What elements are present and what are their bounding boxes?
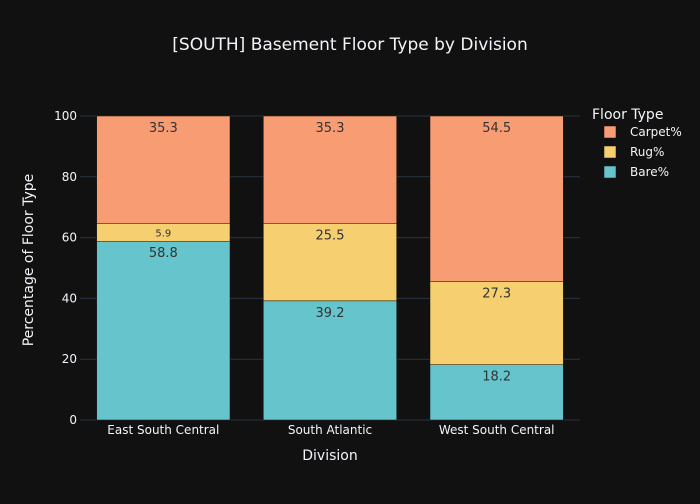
- legend: Floor Type Carpet% Rug% Bare%: [592, 107, 682, 179]
- y-tick-label: 20: [62, 352, 77, 366]
- data-label: 18.2: [482, 370, 511, 385]
- legend-swatch[interactable]: [603, 165, 617, 179]
- labels-layer: 58.8 5.9 35.3 39.2 25.5 35.3 18.2 27.3 54.5: [149, 121, 511, 385]
- data-label: 27.3: [482, 287, 511, 302]
- legend-label[interactable]: Bare%: [630, 165, 669, 179]
- x-axis-title: Division: [302, 448, 357, 464]
- data-label: 58.8: [149, 246, 178, 261]
- legend-title: Floor Type: [592, 107, 663, 123]
- bar-segment: [263, 223, 397, 302]
- data-label: 35.3: [149, 121, 178, 136]
- data-label: 39.2: [316, 306, 345, 321]
- y-axis-title: Percentage of Floor Type: [21, 174, 37, 347]
- bar-segment: [96, 115, 231, 224]
- data-label: 25.5: [316, 228, 345, 243]
- data-label: 54.5: [482, 121, 511, 136]
- y-tick-label: 0: [69, 413, 77, 427]
- chart-title: [SOUTH] Basement Floor Type by Division: [172, 35, 527, 55]
- legend-items: Carpet% Rug% Bare%: [603, 125, 682, 179]
- y-tick-label: 60: [62, 231, 77, 245]
- bar-segment: [263, 300, 397, 421]
- y-tick-label: 40: [62, 291, 77, 305]
- legend-label[interactable]: Rug%: [630, 145, 664, 159]
- bar-segment: [429, 115, 564, 282]
- data-label: 5.9: [155, 228, 171, 239]
- bars-layer: [96, 115, 564, 421]
- bar-segment: [429, 364, 564, 421]
- legend-swatch[interactable]: [603, 125, 617, 139]
- y-tick-label: 100: [54, 109, 77, 123]
- axis-layer: 0 20 40 60 80 100 East South Central South Atla…: [54, 109, 554, 437]
- y-tick-label: 80: [62, 170, 77, 184]
- data-label: 35.3: [316, 121, 345, 136]
- legend-label[interactable]: Carpet%: [630, 125, 682, 139]
- bar-segment: [263, 115, 397, 224]
- x-tick-label: East South Central: [107, 423, 219, 437]
- x-tick-label: South Atlantic: [288, 423, 372, 437]
- x-tick-label: West South Central: [439, 423, 555, 437]
- bar-segment: [96, 240, 231, 421]
- legend-swatch[interactable]: [603, 145, 617, 159]
